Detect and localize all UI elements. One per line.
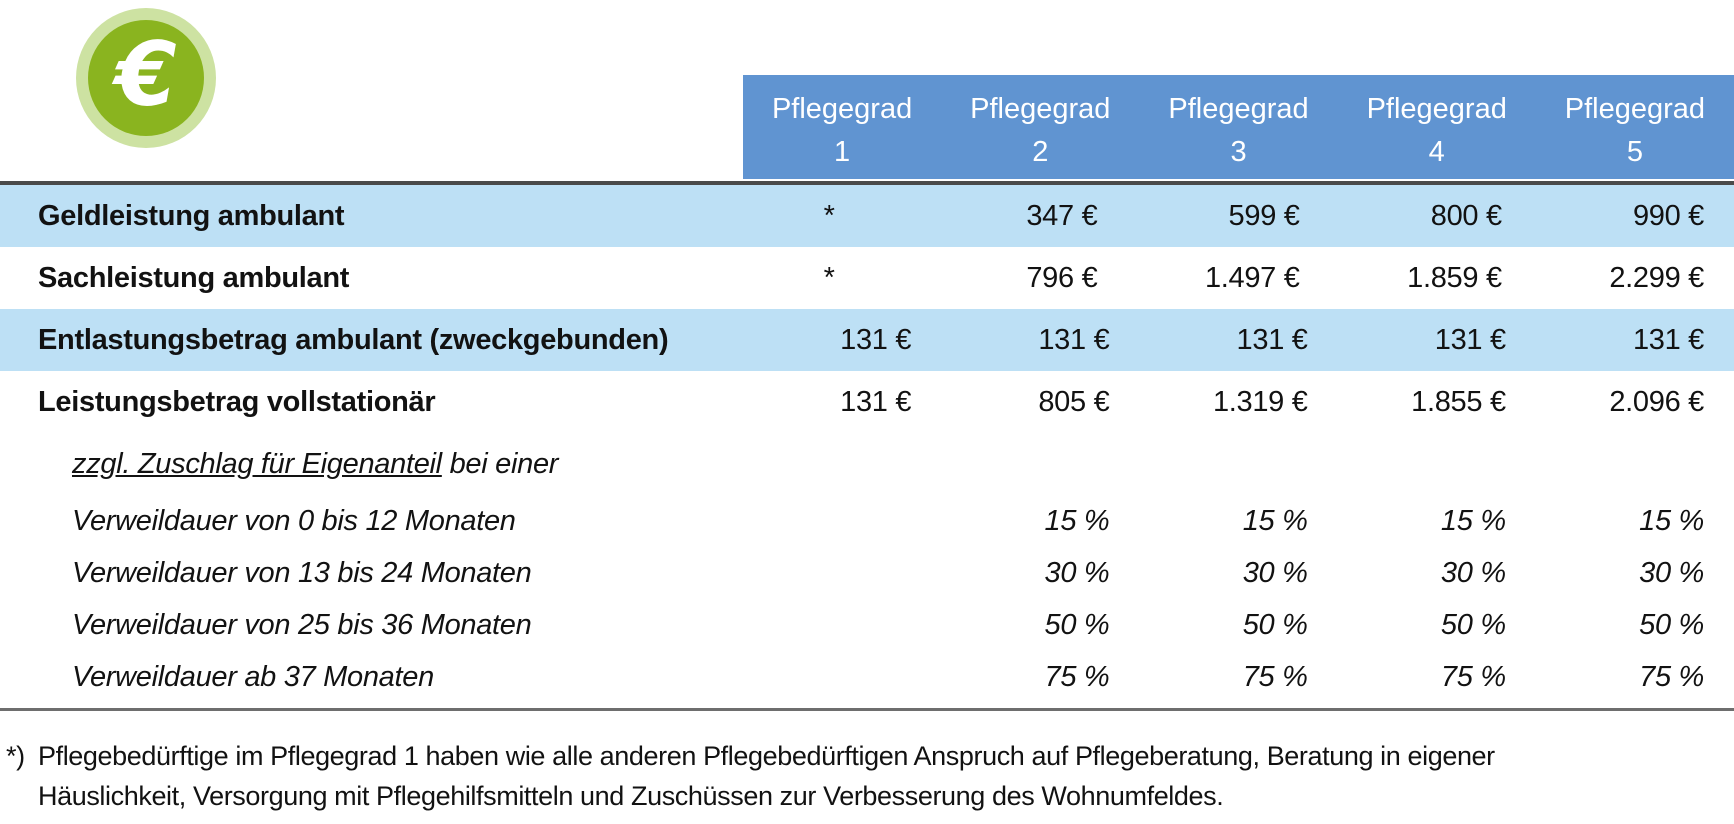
value-cell-pflegegrad-5: 50 % (1639, 608, 1705, 641)
table-body: Geldleistung ambulant * 347 € 599 € 800 € 990… (0, 181, 1734, 703)
table-row: Verweildauer ab 37 Monaten 75 % 75 % 75 % 75… (0, 651, 1734, 703)
bottom-rule (0, 708, 1734, 711)
value-cell-pflegegrad-3: 131 € (1236, 323, 1308, 356)
table-row: Entlastungsbetrag ambulant (zweckgebunde… (0, 309, 1734, 371)
value-cell-pflegegrad-5: 75 % (1639, 660, 1705, 693)
value-cell-pflegegrad-2: 131 € (1038, 323, 1110, 356)
footnote: *) Pflegebedürftige im Pflegegrad 1 habe… (6, 736, 1495, 816)
table-row: Verweildauer von 25 bis 36 Monaten 50 % 50… (0, 599, 1734, 651)
column-headers: Pflegegrad 1 Pflegegrad 2 Pflegegrad 3 Pflegeg… (743, 75, 1734, 179)
value-cell-pflegegrad-2: 347 € (1026, 199, 1098, 232)
value-cell-pflegegrad-3: 75 % (1242, 660, 1308, 693)
table-row: Sachleistung ambulant * 796 € 1.497 € 1.859 … (0, 247, 1734, 309)
column-header-pflegegrad-3: Pflegegrad 3 (1139, 75, 1337, 179)
row-label: zzgl. Zuschlag für Eigenanteil bei einer (0, 448, 743, 481)
row-label: Leistungsbetrag vollstationär (38, 385, 436, 418)
value-cell-pflegegrad-4: 800 € (1430, 199, 1502, 232)
column-header-label: Pflegegrad (970, 93, 1111, 125)
table-row: Verweildauer von 0 bis 12 Monaten 15 % 15 … (0, 495, 1734, 547)
row-label: Verweildauer von 13 bis 24 Monaten (72, 556, 532, 589)
value-cell-pflegegrad-4: 1.855 € (1411, 385, 1506, 418)
value-cell-pflegegrad-2: 805 € (1038, 385, 1110, 418)
value-cell-pflegegrad-1: * (823, 261, 835, 294)
value-cell-pflegegrad-5: 990 € (1632, 199, 1705, 232)
euro-icon: € (76, 8, 216, 148)
value-cell-pflegegrad-5: 131 € (1632, 323, 1705, 356)
row-label: Sachleistung ambulant (38, 261, 350, 294)
value-cell-pflegegrad-5: 30 % (1639, 556, 1705, 589)
value-cell-pflegegrad-3: 15 % (1242, 504, 1308, 537)
row-label-underlined: zzgl. Zuschlag für Eigenanteil (72, 447, 442, 480)
footnote-text: Pflegebedürftige im Pflegegrad 1 haben w… (38, 736, 1495, 816)
value-cell-pflegegrad-3: 599 € (1228, 199, 1300, 232)
row-label: Entlastungsbetrag ambulant (zweckgebunde… (38, 323, 669, 356)
euro-symbol: € (88, 20, 204, 136)
column-header-number: 4 (1428, 136, 1445, 168)
column-header-pflegegrad-2: Pflegegrad 2 (941, 75, 1139, 179)
value-cell-pflegegrad-4: 30 % (1440, 556, 1506, 589)
row-label: Verweildauer von 0 bis 12 Monaten (72, 504, 516, 537)
value-cell-pflegegrad-3: 1.319 € (1212, 385, 1308, 418)
value-cell-pflegegrad-4: 50 % (1440, 608, 1506, 641)
value-cell-pflegegrad-5: 2.299 € (1609, 261, 1705, 294)
value-cell-pflegegrad-2: 75 % (1044, 660, 1110, 693)
row-label: Geldleistung ambulant (38, 199, 345, 232)
table-row: Geldleistung ambulant * 347 € 599 € 800 € 990… (0, 185, 1734, 247)
column-header-number: 3 (1230, 136, 1247, 168)
value-cell-pflegegrad-1: 131 € (840, 385, 912, 418)
column-header-label: Pflegegrad (1366, 93, 1507, 125)
column-header-label: Pflegegrad (1168, 93, 1309, 125)
column-header-number: 2 (1032, 136, 1049, 168)
value-cell-pflegegrad-4: 75 % (1440, 660, 1506, 693)
column-header-label: Pflegegrad (1564, 93, 1706, 125)
column-header-pflegegrad-5: Pflegegrad 5 (1536, 75, 1734, 179)
column-header-number: 1 (834, 136, 851, 168)
value-cell-pflegegrad-3: 50 % (1242, 608, 1308, 641)
table-row: Verweildauer von 13 bis 24 Monaten 30 % 30… (0, 547, 1734, 599)
table-row: Leistungsbetrag vollstationär 131 € 805 € 1… (0, 371, 1734, 433)
row-label: Verweildauer ab 37 Monaten (72, 660, 434, 693)
column-header-pflegegrad-1: Pflegegrad 1 (743, 75, 941, 179)
footnote-line-1: Pflegebedürftige im Pflegegrad 1 haben w… (38, 741, 1495, 771)
row-label: Verweildauer von 25 bis 36 Monaten (72, 608, 532, 641)
column-header-pflegegrad-4: Pflegegrad 4 (1338, 75, 1536, 179)
value-cell-pflegegrad-4: 15 % (1440, 504, 1506, 537)
footnote-marker: *) (6, 741, 25, 771)
value-cell-pflegegrad-4: 1.859 € (1407, 261, 1502, 294)
value-cell-pflegegrad-2: 50 % (1044, 608, 1110, 641)
value-cell-pflegegrad-3: 1.497 € (1204, 261, 1300, 294)
column-header-label: Pflegegrad (771, 93, 913, 125)
table-row: zzgl. Zuschlag für Eigenanteil bei einer (0, 433, 1734, 495)
value-cell-pflegegrad-2: 30 % (1044, 556, 1110, 589)
value-cell-pflegegrad-2: 796 € (1026, 261, 1098, 294)
row-label-rest: bei einer (441, 447, 559, 480)
value-cell-pflegegrad-1: 131 € (840, 323, 912, 356)
value-cell-pflegegrad-4: 131 € (1434, 323, 1506, 356)
footnote-line-2: Häuslichkeit, Versorgung mit Pflegehilfs… (38, 781, 1224, 811)
column-header-number: 5 (1626, 136, 1643, 168)
value-cell-pflegegrad-3: 30 % (1242, 556, 1308, 589)
value-cell-pflegegrad-1: * (823, 199, 835, 232)
value-cell-pflegegrad-5: 15 % (1639, 504, 1705, 537)
value-cell-pflegegrad-2: 15 % (1044, 504, 1110, 537)
value-cell-pflegegrad-5: 2.096 € (1609, 385, 1705, 418)
